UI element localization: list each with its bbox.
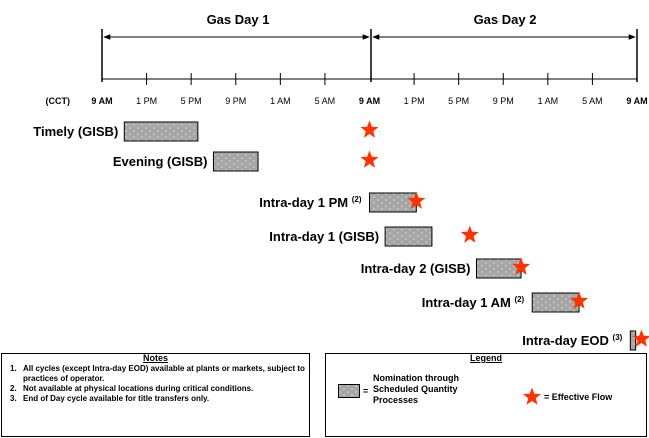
timeline-tick-label: 1 AM: [538, 96, 559, 106]
nomination-bar: [531, 292, 580, 313]
timeline-tick-label: 9 PM: [493, 96, 514, 106]
timeline-tick-label: 9 PM: [225, 96, 246, 106]
note-number: 2.: [10, 384, 17, 393]
timeline-tick-label: 1 AM: [270, 96, 291, 106]
note-item: 3. End of Day cycle available for title t…: [10, 394, 309, 404]
timeline-tick-label: 5 PM: [181, 96, 202, 106]
note-number: 3.: [10, 394, 17, 403]
nomination-bar: [629, 330, 637, 351]
legend-equals: =: [363, 386, 369, 396]
cycle-label: Evening (GISB): [113, 154, 208, 169]
note-text: Not available at physical locations duri…: [23, 384, 254, 393]
legend-title: Legend: [469, 353, 502, 363]
cycle-label: Intra-day EOD (3): [522, 333, 622, 348]
nomination-bar: [123, 121, 199, 142]
notes-title: Notes: [142, 353, 168, 363]
timeline-tick-label: 1 PM: [404, 96, 425, 106]
timeline-ticks: 9 AM 1 PM 5 PM 9 PM 1 AM 5 AM 9 AM 1 PM 5 PM 9 PM…: [91, 73, 648, 106]
cycle-row: Intra-day 2 (GISB): [361, 257, 531, 279]
cycle-row: Intra-day EOD (3): [522, 329, 649, 351]
effective-flow-star-icon: [522, 387, 542, 405]
effective-flow-star: [632, 329, 649, 347]
cycle-row: Intra-day 1 (GISB): [269, 225, 479, 247]
note-item: 2. Not available at physical locations du…: [10, 384, 309, 394]
legend-nomination-label: Nomination through Scheduled Quantity Pr…: [373, 373, 459, 405]
timeline-tick-label: 9 AM: [626, 96, 647, 106]
cycle-row: Intra-day 1 AM (2): [422, 291, 589, 313]
timeline-tick-label: 5 AM: [315, 96, 336, 106]
gas-day-2-title: Gas Day 2: [474, 12, 537, 27]
nomination-bar: [369, 192, 417, 213]
cycle-label: Timely (GISB): [33, 124, 118, 139]
timeline-tick-label: 5 PM: [448, 96, 469, 106]
nomination-bar: [476, 258, 522, 279]
effective-flow-star: [407, 191, 426, 209]
cycle-label: Intra-day 1 PM (2): [259, 195, 362, 210]
effective-flow-star: [360, 150, 379, 168]
time-zone-label: (CCT): [46, 96, 71, 106]
timeline-tick-label: 5 AM: [582, 96, 603, 106]
legend-box: Legend = Nomination through Scheduled Qu…: [325, 353, 647, 437]
timeline-tick-label: 9 AM: [359, 96, 380, 106]
notes-box: Notes 1. All cycles (except Intra-day EOD…: [1, 353, 310, 437]
nomination-bar: [384, 226, 433, 247]
effective-flow-star: [460, 225, 479, 243]
note-text: All cycles (except Intra-day EOD) availa…: [23, 364, 305, 383]
nomination-bar: [212, 151, 259, 172]
gas-day-1-title: Gas Day 1: [207, 12, 270, 27]
note-text: End of Day cycle available for title tra…: [23, 394, 210, 403]
cycle-label: Intra-day 2 (GISB): [361, 261, 471, 276]
effective-flow-star: [570, 291, 589, 309]
cycle-row: Intra-day 1 PM (2): [259, 191, 426, 213]
nomination-swatch-icon: [338, 384, 360, 398]
note-number: 1.: [10, 364, 17, 373]
legend-effective-flow-label: = Effective Flow: [544, 392, 613, 402]
timeline-tick-label: 9 AM: [91, 96, 112, 106]
cycle-rows: Timely (GISB) Evening (GISB) Intra-day 1 P…: [33, 120, 649, 351]
effective-flow-star: [360, 120, 379, 138]
cycle-row: Evening (GISB): [113, 150, 379, 172]
cycle-row: Timely (GISB): [33, 120, 379, 142]
effective-flow-star: [512, 257, 531, 275]
cycle-label: Intra-day 1 (GISB): [269, 229, 379, 244]
notes-list: 1. All cycles (except Intra-day EOD) avai…: [10, 364, 309, 404]
timeline-tick-label: 1 PM: [136, 96, 157, 106]
note-item: 1. All cycles (except Intra-day EOD) avai…: [10, 364, 309, 384]
cycle-label: Intra-day 1 AM (2): [422, 295, 525, 310]
